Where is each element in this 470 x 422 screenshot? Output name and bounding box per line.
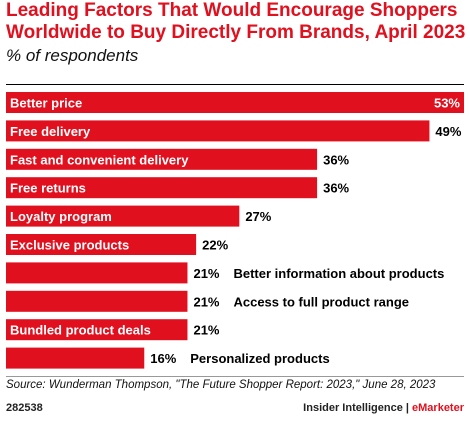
category-label-4: Loyalty program	[10, 209, 112, 224]
bar-4	[6, 205, 240, 227]
chart-id: 282538	[6, 402, 43, 414]
category-label-2: Fast and convenient delivery	[10, 152, 189, 167]
title-divider	[6, 84, 464, 85]
value-label-2: 36%	[323, 152, 349, 167]
value-label-8: 21%	[193, 323, 219, 338]
category-label-7: Access to full product range	[233, 294, 409, 309]
value-label-7: 21%	[193, 294, 219, 309]
category-label-1: Free delivery	[10, 124, 91, 139]
publisher-brand: eMarketer	[412, 402, 464, 414]
bar-3	[6, 177, 318, 199]
bar-5	[6, 234, 197, 255]
chart-subtitle: % of respondents	[6, 46, 139, 65]
source-divider	[6, 376, 464, 377]
value-label-1: 49%	[435, 124, 461, 139]
bar-7	[6, 290, 188, 312]
category-label-0: Better price	[10, 96, 82, 111]
publisher: Insider Intelligence | eMarketer	[303, 402, 464, 414]
category-label-6: Better information about products	[233, 266, 444, 281]
value-label-3: 36%	[323, 181, 349, 196]
bar-0	[6, 92, 464, 113]
category-label-9: Personalized products	[190, 351, 329, 366]
chart-title: Leading Factors That Would Encourage Sho…	[6, 0, 466, 43]
category-label-5: Exclusive products	[10, 238, 129, 253]
bar-chart: 53% Better price 49% Free delivery 36% Fast a…	[6, 92, 464, 369]
bar-9	[6, 347, 145, 369]
bar-8	[6, 319, 188, 341]
source-note: Source: Wunderman Thompson, "The Future …	[6, 379, 436, 391]
bar-6	[6, 262, 188, 284]
value-label-9: 16%	[150, 351, 176, 366]
category-label-3: Free returns	[10, 181, 86, 196]
value-label-6: 21%	[193, 266, 219, 281]
bar-2	[6, 148, 318, 170]
value-label-0: 53%	[434, 96, 460, 111]
value-label-5: 22%	[202, 238, 228, 253]
bar-1	[6, 120, 430, 142]
category-label-8: Bundled product deals	[10, 323, 151, 338]
publisher-company: Insider Intelligence |	[303, 402, 413, 414]
value-label-4: 27%	[245, 209, 271, 224]
